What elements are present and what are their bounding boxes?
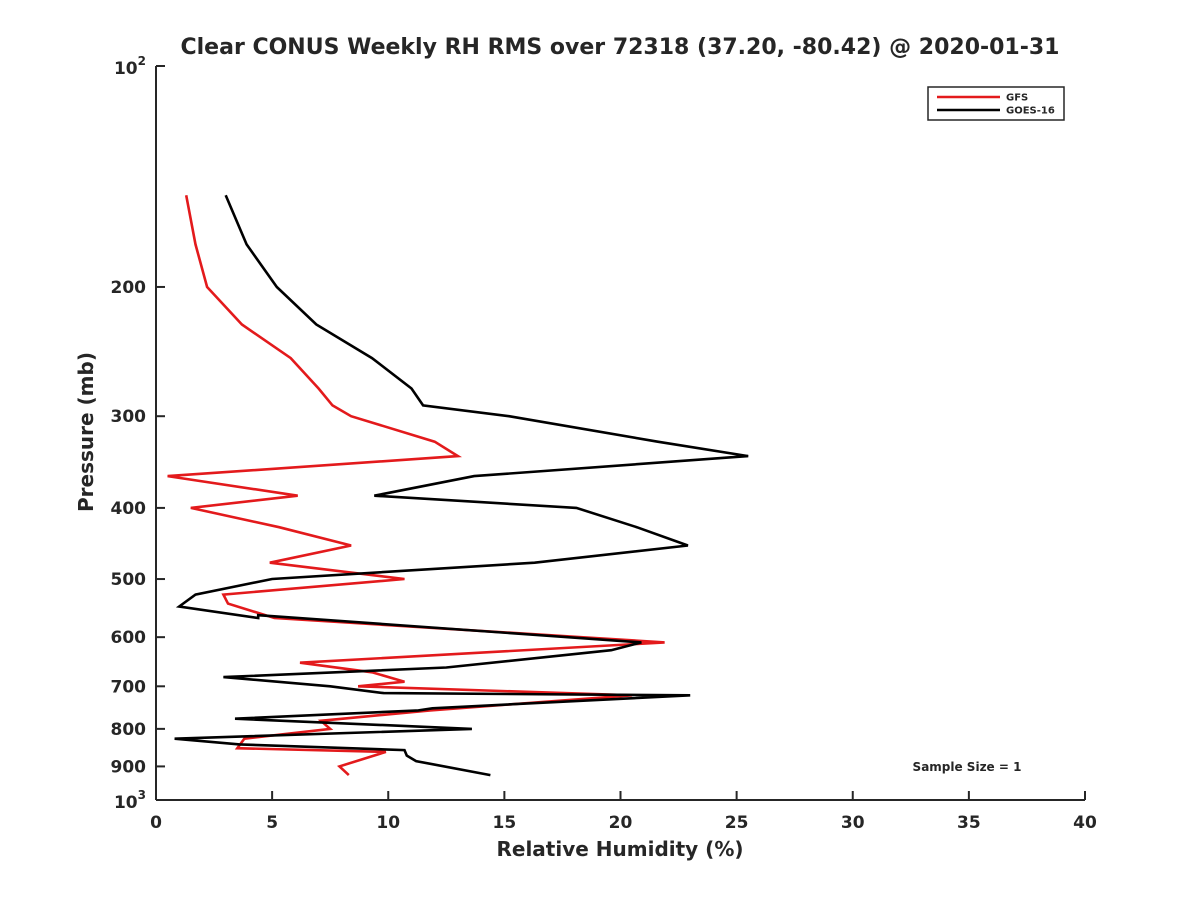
y-tick-label: 800 bbox=[111, 720, 147, 740]
y-axis-label: Pressure (mb) bbox=[74, 352, 98, 512]
y-tick-label-power: 103 bbox=[114, 788, 146, 813]
y-tick-label: 400 bbox=[111, 499, 147, 519]
legend-entry: GFS bbox=[1006, 93, 1028, 104]
x-tick-label: 10 bbox=[376, 813, 400, 833]
legend-box bbox=[927, 86, 1065, 121]
x-tick-label: 5 bbox=[266, 813, 278, 833]
x-tick-label: 35 bbox=[957, 813, 981, 833]
y-tick-label: 700 bbox=[111, 677, 147, 697]
legend-entry: GOES-16 bbox=[1006, 106, 1055, 117]
x-tick-label: 20 bbox=[609, 813, 633, 833]
y-tick-label: 500 bbox=[111, 570, 147, 590]
series-line-goes-16 bbox=[174, 194, 749, 777]
y-tick-label-power: 102 bbox=[114, 54, 146, 79]
y-tick-label: 600 bbox=[111, 628, 147, 648]
axes: 0 5 10 15 20 25 30 35 40102200300400500600700800… bbox=[111, 54, 1097, 833]
x-axis-label: Relative Humidity (%) bbox=[496, 837, 743, 861]
series-line-gfs bbox=[167, 195, 665, 777]
y-tick-label: 300 bbox=[111, 407, 147, 427]
y-tick-base: 10 bbox=[114, 793, 138, 813]
y-tick-label: 900 bbox=[111, 757, 147, 777]
x-tick-label: 40 bbox=[1073, 813, 1097, 833]
x-tick-label: 0 bbox=[150, 813, 162, 833]
legend: GFS GOES-16 bbox=[927, 86, 1065, 121]
sample-size-annotation: Sample Size = 1 bbox=[913, 760, 1022, 774]
data-lines bbox=[167, 194, 749, 777]
chart-title: Clear CONUS Weekly RH RMS over 72318 (37… bbox=[181, 35, 1060, 60]
x-tick-label: 25 bbox=[725, 813, 749, 833]
y-tick-exponent: 3 bbox=[138, 788, 146, 802]
x-tick-label: 15 bbox=[493, 813, 517, 833]
y-tick-base: 10 bbox=[114, 59, 138, 79]
y-tick-label: 200 bbox=[111, 278, 147, 298]
x-tick-label: 30 bbox=[841, 813, 865, 833]
y-tick-exponent: 2 bbox=[138, 54, 146, 68]
